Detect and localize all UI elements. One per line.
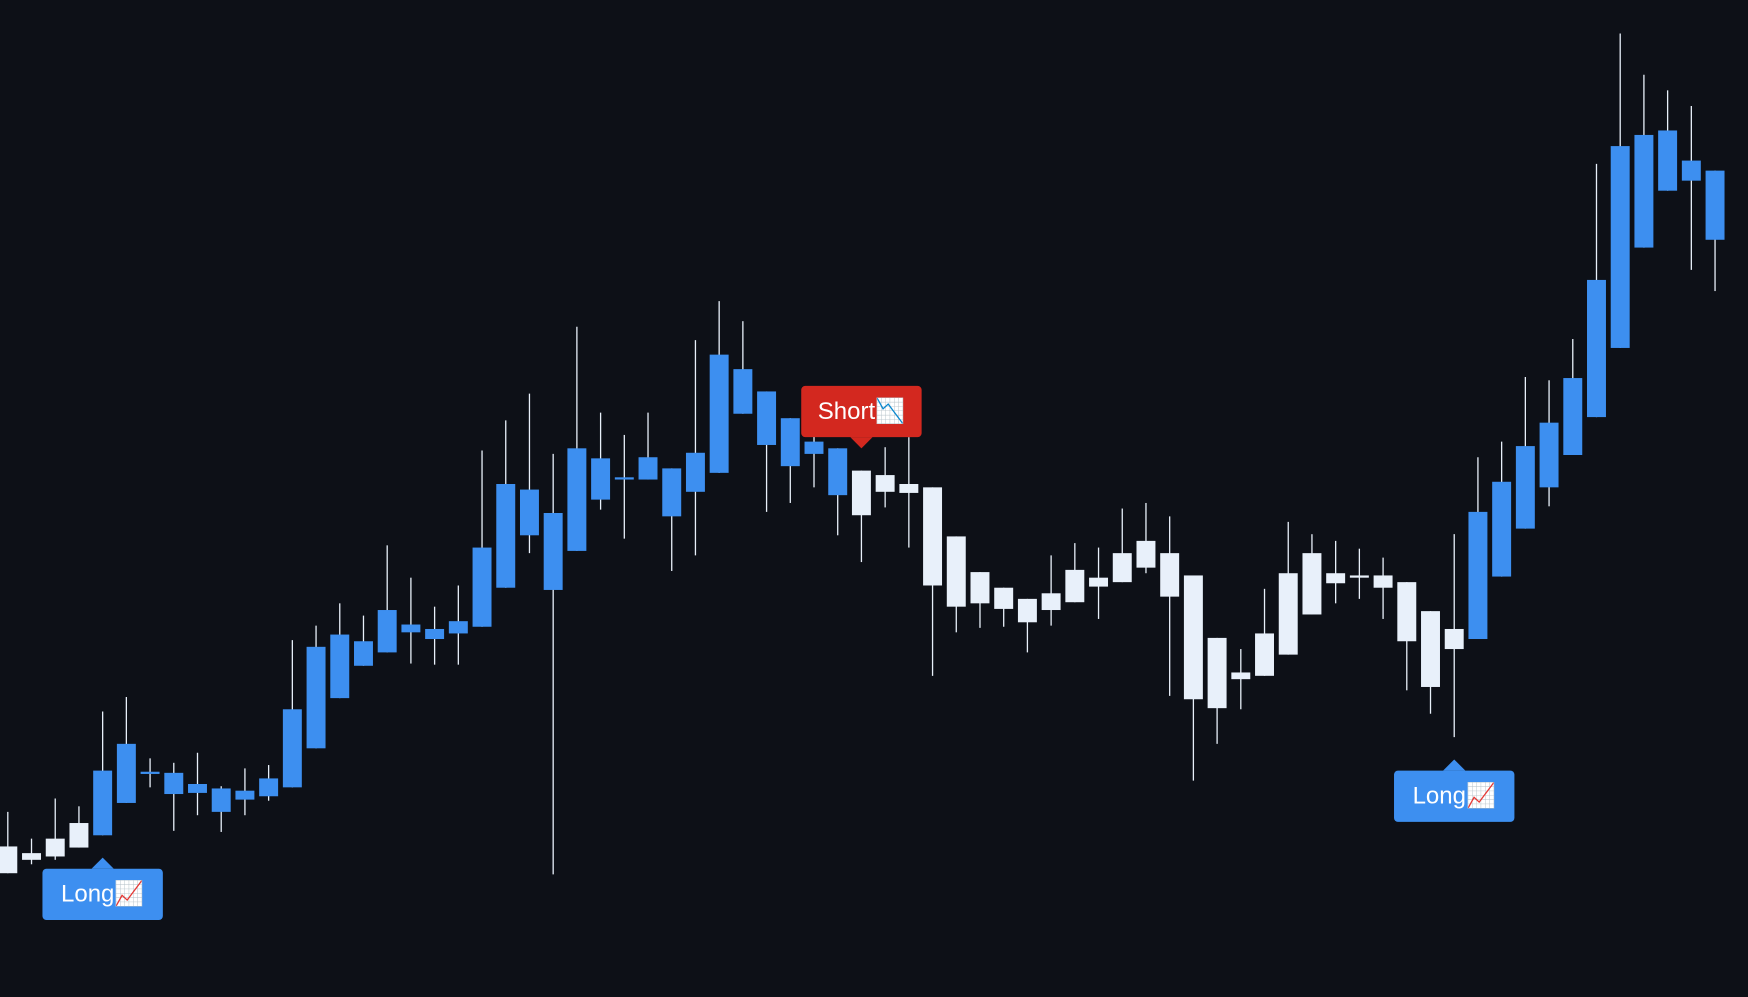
candle-body bbox=[1278, 573, 1298, 655]
annotation-arrow bbox=[91, 857, 114, 869]
candle-body bbox=[946, 536, 966, 607]
candle-body bbox=[425, 628, 445, 640]
candle-body bbox=[1017, 598, 1037, 623]
candle-body bbox=[116, 743, 136, 803]
candle-body bbox=[354, 641, 373, 666]
candle-body bbox=[1563, 378, 1583, 456]
annotation-box bbox=[42, 868, 163, 921]
candle-body bbox=[330, 634, 350, 699]
candle-body bbox=[1349, 575, 1369, 578]
candle-body bbox=[567, 448, 587, 551]
candle-body bbox=[211, 788, 231, 812]
candle-body bbox=[757, 391, 777, 445]
candle-body bbox=[164, 772, 184, 795]
candle-body bbox=[994, 587, 1014, 609]
candle-body bbox=[614, 477, 634, 480]
candle-body bbox=[1326, 573, 1346, 584]
candle-body bbox=[1421, 611, 1440, 687]
candle-body bbox=[804, 441, 824, 454]
candle-body bbox=[875, 475, 895, 492]
annotation-box bbox=[1394, 770, 1515, 822]
annotation-arrow bbox=[1443, 759, 1466, 771]
candle-body bbox=[662, 468, 682, 517]
candle-body bbox=[401, 624, 421, 633]
candle-body bbox=[1397, 582, 1417, 642]
candle-body bbox=[496, 484, 516, 588]
candle-body bbox=[1658, 130, 1678, 191]
candle-body bbox=[1539, 422, 1559, 488]
candle-body bbox=[685, 452, 705, 492]
candle-body bbox=[1136, 540, 1156, 568]
candle-body bbox=[1587, 279, 1606, 418]
candle-body bbox=[1634, 134, 1654, 248]
candle-body bbox=[899, 484, 919, 493]
candle-body bbox=[543, 512, 563, 590]
candle-body bbox=[140, 771, 160, 774]
candle-body bbox=[591, 458, 611, 500]
candle-body bbox=[377, 610, 397, 653]
annotation-label: Long📈 bbox=[1413, 782, 1496, 810]
candle-body bbox=[828, 448, 848, 496]
candle-body bbox=[0, 846, 18, 874]
candle-body bbox=[519, 489, 539, 536]
annotation-label: Long📈 bbox=[61, 880, 144, 908]
annotation-arrow bbox=[850, 437, 873, 449]
candle-body bbox=[780, 418, 800, 467]
candle-body bbox=[1255, 633, 1274, 676]
candle-body bbox=[69, 823, 89, 848]
candle-body bbox=[235, 790, 255, 800]
candle-body bbox=[1515, 446, 1535, 529]
candle-body bbox=[1444, 628, 1464, 650]
candle-body bbox=[638, 457, 658, 480]
candle-body bbox=[851, 470, 871, 516]
candle-body bbox=[306, 646, 326, 749]
candle-body bbox=[22, 853, 41, 860]
candle-body bbox=[1681, 160, 1701, 181]
candle-body bbox=[1207, 637, 1227, 709]
candle-body bbox=[1468, 511, 1488, 640]
candle-body bbox=[1160, 553, 1180, 597]
candle-body bbox=[923, 487, 943, 586]
candle-body bbox=[709, 354, 729, 473]
candle-body bbox=[1705, 170, 1725, 240]
candle-body bbox=[472, 547, 492, 627]
candle-body bbox=[1041, 593, 1061, 611]
candle-body bbox=[1183, 575, 1203, 700]
annotation-box bbox=[801, 385, 922, 438]
candle-body bbox=[1112, 553, 1132, 583]
candle-body bbox=[1610, 146, 1630, 348]
candle-body bbox=[1065, 569, 1085, 603]
candle-body bbox=[1231, 672, 1251, 680]
candle-body bbox=[448, 621, 468, 634]
annotation-label: Short📉 bbox=[818, 397, 905, 425]
candle-body bbox=[1302, 553, 1322, 615]
candle-body bbox=[970, 572, 990, 604]
candle-body bbox=[1373, 575, 1393, 588]
candle-body bbox=[1492, 481, 1512, 577]
candle-body bbox=[93, 770, 113, 836]
candle-body bbox=[45, 838, 65, 857]
candle-body bbox=[259, 778, 279, 797]
candle-body bbox=[733, 369, 753, 414]
candle-body bbox=[1089, 577, 1109, 587]
candle-body bbox=[188, 783, 207, 793]
candle-body bbox=[282, 709, 302, 788]
